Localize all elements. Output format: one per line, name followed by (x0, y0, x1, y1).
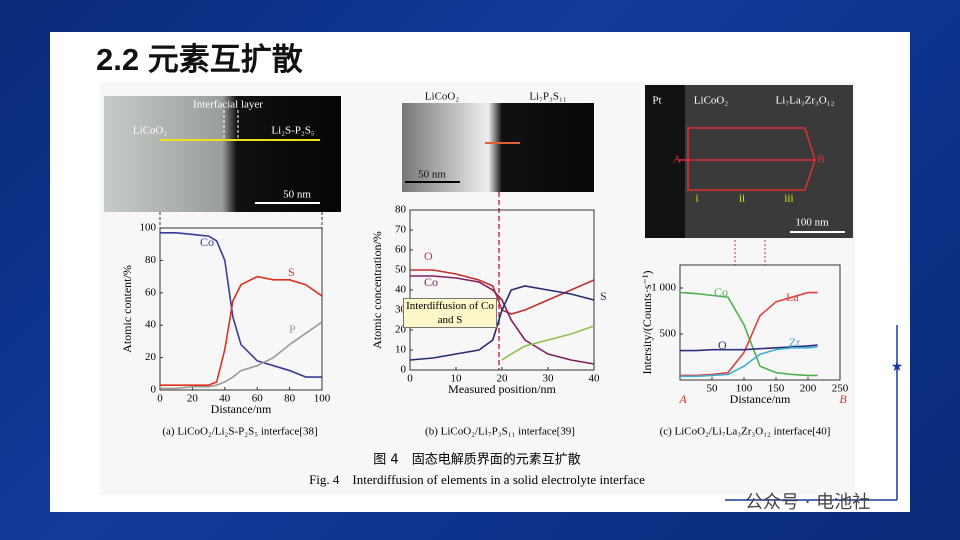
axis-annotation: A (678, 392, 687, 406)
x-tick-label: 60 (252, 393, 264, 405)
series-label: Co (714, 285, 728, 299)
caption-en: Fig. 4 Interdiffusion of elements in a s… (309, 472, 645, 487)
y-tick-label: 0 (401, 364, 407, 376)
image-label: i (695, 193, 698, 205)
image-label: B (817, 154, 824, 166)
series-line (679, 291, 818, 377)
x-tick-label: 200 (800, 383, 817, 395)
y-tick-label: 60 (395, 244, 407, 256)
image-label: Pt (652, 95, 661, 107)
image-label: LiCoO₂ (425, 91, 460, 103)
series-line (680, 344, 818, 352)
y-tick-label: 80 (395, 204, 407, 216)
y-tick-label: 100 (140, 222, 157, 234)
x-tick-label: 0 (157, 393, 163, 405)
x-tick-label: 0 (407, 373, 413, 385)
y-axis-label: Intersity/(Counts·s⁻¹) (640, 271, 654, 375)
image-label: LiCoO₂ (694, 95, 729, 107)
image-label: 50 nm (418, 169, 446, 181)
x-tick-label: 150 (768, 383, 785, 395)
tem-image (104, 96, 341, 212)
y-axis-label: Atomic content/% (120, 265, 134, 353)
y-tick-label: 80 (145, 254, 157, 266)
series-label: S (288, 265, 295, 279)
series-label: P (289, 322, 296, 336)
panel-caption: (a) LiCoO₂/Li₂S-P₂S₅ interface[38] (162, 426, 317, 438)
series-line (410, 275, 595, 365)
x-axis-label: Distance/nm (211, 402, 272, 416)
series-label: Co (200, 235, 214, 249)
series-line (680, 346, 818, 378)
x-tick-label: 40 (219, 393, 231, 405)
series-line (501, 325, 595, 361)
series-line (409, 285, 595, 361)
axis-annotation: B (839, 392, 847, 406)
y-tick-label: 70 (395, 224, 407, 236)
x-tick-label: 100 (314, 393, 331, 405)
series-label: S (600, 289, 607, 303)
y-tick-label: 50 (395, 264, 407, 276)
y-tick-label: 20 (145, 351, 157, 363)
image-label: Interfacial layer (193, 99, 263, 111)
y-tick-label: 0 (151, 384, 157, 396)
image-label: iii (784, 193, 793, 205)
annotation-box: Interdiffusion of Co and S (403, 298, 497, 328)
image-label: Li₇La₃Zr₃O₁₂ (776, 95, 835, 107)
image-label: 100 nm (795, 217, 829, 229)
y-tick-label: 40 (395, 284, 407, 296)
watermark: 公众号 · 电池社 (745, 492, 871, 513)
x-axis-label: Distance/nm (730, 392, 791, 406)
series-label: O (718, 338, 727, 352)
series-line (680, 291, 818, 377)
image-label: A (673, 154, 681, 166)
x-tick-label: 100 (736, 383, 753, 395)
x-tick-label: 30 (543, 373, 555, 385)
y-tick-label: 500 (660, 328, 677, 340)
series-line (160, 321, 323, 390)
series-label: O (424, 249, 433, 263)
tem-image (402, 103, 594, 192)
x-tick-label: 20 (497, 373, 509, 385)
series-line (160, 232, 322, 378)
series-label: Co (424, 275, 438, 289)
caption-cn: 图 4 固态电解质界面的元素互扩散 (373, 452, 580, 468)
y-tick-label: 40 (145, 319, 157, 331)
image-label: LiCoO₂ (133, 125, 168, 137)
panel-caption: (b) LiCoO₂/Li₇P₃S₁₁ interface[39] (425, 426, 575, 438)
y-tick-label: 20 (395, 324, 407, 336)
plot-frame (159, 227, 323, 391)
image-label: 50 nm (283, 189, 311, 201)
y-axis-label: Atomic concentration/% (370, 231, 384, 349)
x-tick-label: 40 (589, 373, 601, 385)
series-label: La (786, 290, 799, 304)
x-axis-label: Measured position/nm (448, 382, 556, 396)
y-tick-label: 1 000 (651, 282, 676, 294)
image-label: ii (739, 193, 745, 205)
x-tick-label: 20 (187, 393, 199, 405)
scan-box (678, 127, 816, 191)
series-line (160, 275, 323, 386)
x-tick-label: 50 (707, 383, 719, 395)
y-tick-label: 30 (395, 304, 407, 316)
tem-image-pt (645, 85, 685, 238)
x-tick-label: 80 (284, 393, 296, 405)
panel-caption: (c) LiCoO₂/Li₇La₃Zr₃O₁₂ interface[40] (660, 426, 831, 438)
y-tick-label: 10 (395, 344, 407, 356)
deco-star: ★ (891, 360, 904, 375)
x-tick-label: 10 (451, 373, 463, 385)
image-label: Li₇P₃S₁₁ (529, 91, 567, 103)
y-tick-label: 60 (145, 286, 157, 298)
x-tick-label: 250 (832, 383, 849, 395)
plot-frame (679, 264, 841, 381)
series-label: Zr (789, 335, 800, 349)
image-label: Li₂S-P₂S₅ (271, 125, 314, 137)
slide-title: 2.2 元素互扩散 (96, 42, 303, 77)
